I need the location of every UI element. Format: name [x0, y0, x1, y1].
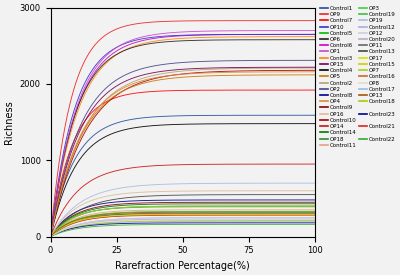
- X-axis label: Rarefraction Percentage(%): Rarefraction Percentage(%): [115, 261, 250, 271]
- Legend: Control1, OP9, Control7, OP10, Control5, OP6, Control6, OP1, Control3, OP15, Con: Control1, OP9, Control7, OP10, Control5,…: [320, 6, 395, 148]
- Y-axis label: Richness: Richness: [4, 100, 14, 144]
